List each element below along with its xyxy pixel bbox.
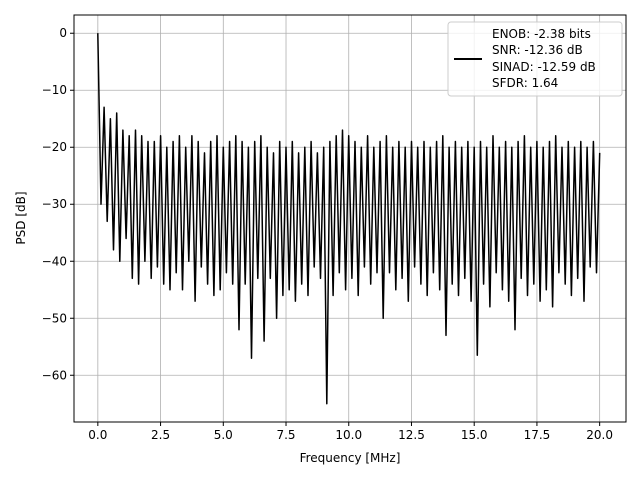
legend-box [447, 21, 623, 97]
x-axis: 0.0 2.5 5.0 7.5 10.0 12.5 15.0 17.5 20.0 [88, 422, 613, 442]
x-tick-label: 17.5 [524, 428, 551, 442]
x-tick-label: 5.0 [214, 428, 233, 442]
y-tick-label: −60 [42, 368, 67, 382]
axes-frame [73, 14, 627, 423]
legend-sfdr: SFDR: 1.64 [492, 76, 558, 90]
y-axis: 0 −10 −20 −30 −40 −50 −60 [42, 26, 74, 382]
x-tick-label: 7.5 [276, 428, 295, 442]
y-tick-label: −20 [42, 140, 67, 154]
x-tick-label: 2.5 [151, 428, 170, 442]
y-tick-label: −30 [42, 197, 67, 211]
legend-enob: ENOB: -2.38 bits [492, 27, 591, 41]
x-axis-label: Frequency [MHz] [300, 451, 401, 465]
x-tick-label: 0.0 [88, 428, 107, 442]
y-tick-label: −50 [42, 311, 67, 325]
y-tick-label: 0 [59, 26, 67, 40]
legend: ENOB: -2.38 bits SNR: -12.36 dB SINAD: -… [447, 21, 623, 97]
y-tick-label: −40 [42, 254, 67, 268]
legend-sinad: SINAD: -12.59 dB [492, 60, 596, 74]
x-tick-label: 12.5 [398, 428, 425, 442]
x-tick-label: 15.0 [461, 428, 488, 442]
x-tick-label: 20.0 [586, 428, 613, 442]
y-axis-label: PSD [dB] [14, 191, 28, 244]
x-tick-label: 10.0 [335, 428, 362, 442]
legend-snr: SNR: -12.36 dB [492, 43, 583, 57]
y-tick-label: −10 [42, 83, 67, 97]
series-layer [97, 33, 601, 405]
psd-series-line [97, 33, 601, 405]
